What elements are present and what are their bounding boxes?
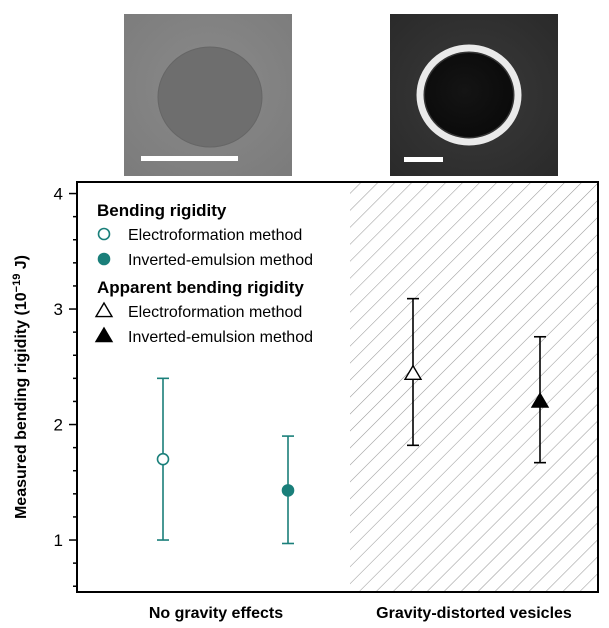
scale-bar [141, 156, 238, 161]
legend-entry-label: Inverted-emulsion method [128, 329, 313, 346]
legend-entry-label: Electroformation method [128, 227, 302, 244]
vesicle-disk [425, 53, 513, 137]
micrograph-gray-vesicle [124, 14, 292, 176]
legend-entry-label: Inverted-emulsion method [128, 252, 313, 269]
legend-marker [94, 326, 114, 343]
data-point-triangle-filled [530, 335, 550, 464]
data-marker [281, 484, 295, 497]
category-label: No gravity effects [149, 605, 283, 622]
y-tick-label: 3 [54, 300, 63, 319]
y-tick-label: 1 [54, 531, 63, 550]
vesicle-disk [157, 46, 263, 148]
marker-shape [156, 452, 170, 466]
scale-bar [404, 157, 443, 162]
y-tick-label: 2 [54, 416, 63, 435]
data-marker [530, 392, 550, 408]
marker-shape [403, 364, 423, 381]
legend-marker [94, 301, 114, 318]
micrograph-phase-contrast-vesicle [390, 14, 558, 176]
marker-shape [530, 392, 550, 408]
legend-marker [97, 252, 111, 266]
data-marker [403, 364, 423, 381]
plot-frame [76, 181, 599, 593]
category-label: Gravity-distorted vesicles [376, 605, 572, 622]
marker-shape [281, 484, 295, 497]
data-point-circle-filled [281, 435, 295, 545]
legend-entry-label: Electroformation method [128, 304, 302, 321]
y-axis-label: Measured bending rigidity (10−19 J) [11, 255, 30, 519]
marker-shape [97, 227, 111, 241]
data-point-circle-open [156, 377, 170, 541]
marker-shape [97, 252, 111, 266]
legend-group-title: Bending rigidity [97, 201, 227, 220]
marker-shape [94, 301, 114, 318]
legend-group-title: Apparent bending rigidity [97, 278, 304, 297]
data-point-triangle-open [403, 297, 423, 447]
marker-shape [94, 326, 114, 343]
gravity-distorted-shaded-region [350, 182, 598, 592]
vesicle-halo [416, 44, 522, 146]
y-tick-label: 4 [54, 185, 63, 204]
data-marker [156, 452, 170, 466]
legend-marker [97, 227, 111, 241]
